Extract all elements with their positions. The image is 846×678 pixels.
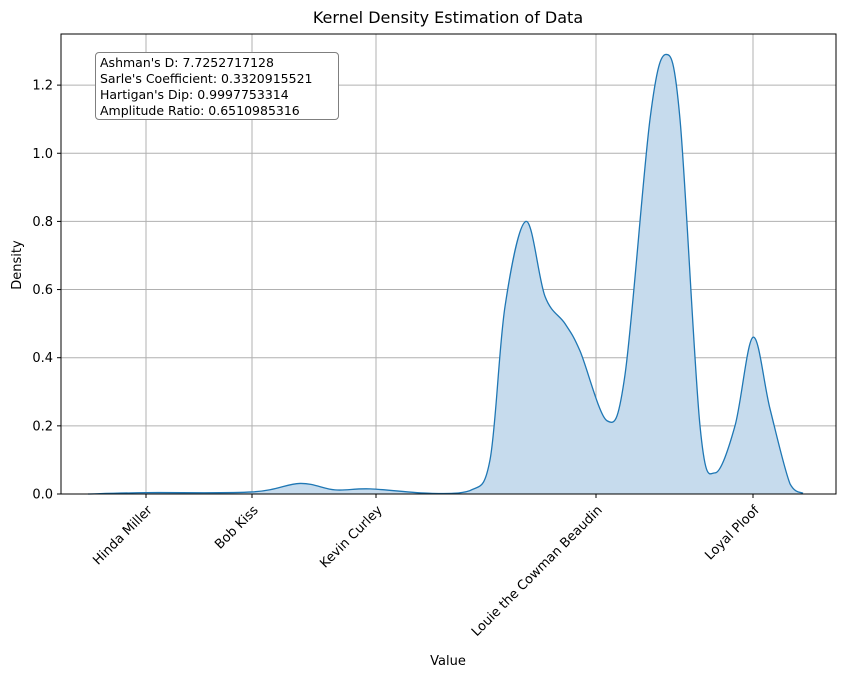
x-tick-label: Hinda Miller (90, 503, 156, 569)
stats-annotation-box: Ashman's D: 7.7252717128 Sarle's Coeffic… (95, 52, 339, 120)
x-tick-label: Louie the Cowman Beaudin (469, 503, 606, 640)
x-tick-label: Bob Kiss (212, 503, 262, 553)
density-fill (88, 54, 803, 494)
y-axis-label: Density (10, 240, 25, 290)
x-axis-ticks: Hinda Miller Bob Kiss Kevin Curley Louie th… (90, 494, 763, 640)
y-tick-label: 1.0 (32, 147, 53, 162)
stats-line-sarles-coefficient: Sarle's Coefficient: 0.3320915521 (100, 71, 313, 86)
x-tick-label: Kevin Curley (317, 503, 385, 571)
x-tick-label: Loyal Ploof (702, 503, 763, 564)
density-area (87, 53, 804, 495)
y-tick-label: 0.2 (32, 419, 53, 434)
stats-line-amplitude-ratio: Amplitude Ratio: 0.6510985316 (100, 103, 300, 118)
stats-line-hartigans-dip: Hartigan's Dip: 0.9997753314 (100, 87, 289, 102)
y-tick-label: 0.6 (32, 283, 53, 298)
y-tick-label: 0.8 (32, 215, 53, 230)
x-axis-label: Value (430, 654, 466, 669)
y-tick-label: 1.2 (32, 79, 53, 94)
y-tick-label: 0.4 (32, 351, 53, 366)
chart-title: Kernel Density Estimation of Data (313, 8, 583, 27)
plot-frame (60, 33, 837, 495)
y-axis-ticks: 0.0 0.2 0.4 0.6 0.8 1.0 1.2 (32, 79, 61, 503)
density-line (87, 53, 804, 495)
y-tick-label: 0.0 (32, 488, 53, 503)
stats-line-ashmans-d: Ashman's D: 7.7252717128 (100, 55, 274, 70)
